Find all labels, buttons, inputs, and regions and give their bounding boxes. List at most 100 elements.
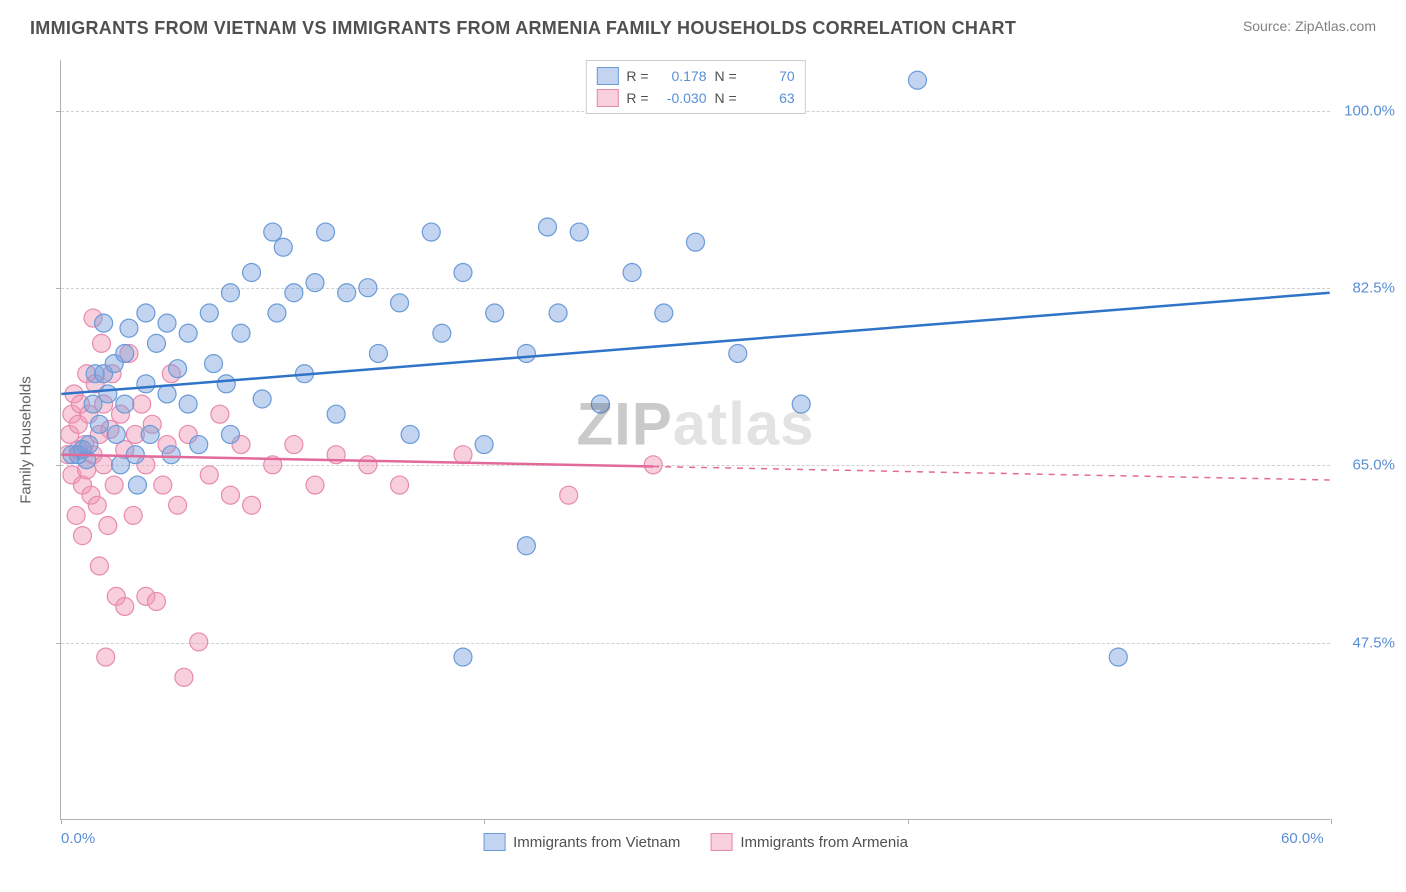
y-tick-label: 65.0% [1352, 457, 1395, 474]
data-point [137, 375, 155, 393]
x-tick [484, 819, 485, 824]
data-point [73, 527, 91, 545]
data-point [99, 517, 117, 535]
data-point [169, 360, 187, 378]
series-legend: Immigrants from Vietnam Immigrants from … [483, 833, 908, 851]
data-point [179, 395, 197, 413]
data-point [88, 496, 106, 514]
swatch-vietnam [596, 67, 618, 85]
data-point [268, 304, 286, 322]
data-point [306, 274, 324, 292]
data-point [221, 284, 239, 302]
data-point [644, 456, 662, 474]
data-point [200, 304, 218, 322]
data-point [124, 506, 142, 524]
x-tick-label: 60.0% [1281, 830, 1324, 847]
legend-item-armenia: Immigrants from Armenia [710, 833, 908, 851]
x-tick [908, 819, 909, 824]
data-point [285, 284, 303, 302]
data-point [274, 238, 292, 256]
data-point [154, 476, 172, 494]
data-point [190, 633, 208, 651]
data-point [908, 71, 926, 89]
data-point [369, 344, 387, 362]
data-point [359, 456, 377, 474]
data-point [137, 304, 155, 322]
data-point [264, 223, 282, 241]
data-point [391, 294, 409, 312]
data-point [158, 314, 176, 332]
data-point [433, 324, 451, 342]
data-point [133, 395, 151, 413]
data-point [454, 446, 472, 464]
data-point [560, 486, 578, 504]
data-point [179, 324, 197, 342]
data-point [80, 436, 98, 454]
data-point [141, 425, 159, 443]
x-tick [61, 819, 62, 824]
swatch-armenia-icon [710, 833, 732, 851]
x-tick-label: 0.0% [61, 830, 95, 847]
data-point [116, 395, 134, 413]
data-point [158, 385, 176, 403]
data-point [539, 218, 557, 236]
data-point [486, 304, 504, 322]
data-point [1109, 648, 1127, 666]
y-tick-label: 82.5% [1352, 280, 1395, 297]
swatch-armenia [596, 89, 618, 107]
data-point [729, 344, 747, 362]
data-point [116, 597, 134, 615]
data-point [105, 476, 123, 494]
data-point [285, 436, 303, 454]
data-point [95, 314, 113, 332]
data-point [243, 496, 261, 514]
data-point [95, 456, 113, 474]
data-point [359, 279, 377, 297]
y-tick-label: 47.5% [1352, 634, 1395, 651]
data-point [570, 223, 588, 241]
trend-line [61, 293, 1329, 394]
data-point [162, 446, 180, 464]
swatch-vietnam-icon [483, 833, 505, 851]
data-point [454, 648, 472, 666]
data-point [190, 436, 208, 454]
data-point [422, 223, 440, 241]
data-point [232, 324, 250, 342]
data-point [67, 506, 85, 524]
data-point [687, 233, 705, 251]
data-point [517, 537, 535, 555]
data-point [549, 304, 567, 322]
data-point [205, 355, 223, 373]
data-point [126, 446, 144, 464]
data-point [147, 592, 165, 610]
data-point [338, 284, 356, 302]
data-point [200, 466, 218, 484]
data-point [93, 334, 111, 352]
x-tick [1331, 819, 1332, 824]
data-point [107, 425, 125, 443]
source-label: Source: ZipAtlas.com [1243, 18, 1376, 34]
y-tick-label: 100.0% [1344, 102, 1395, 119]
data-point [169, 496, 187, 514]
data-point [128, 476, 146, 494]
chart-title: IMMIGRANTS FROM VIETNAM VS IMMIGRANTS FR… [30, 18, 1016, 39]
data-point [120, 319, 138, 337]
data-point [454, 264, 472, 282]
data-point [211, 405, 229, 423]
data-point [401, 425, 419, 443]
data-point [306, 476, 324, 494]
data-point [90, 557, 108, 575]
data-point [99, 385, 117, 403]
legend-item-vietnam: Immigrants from Vietnam [483, 833, 680, 851]
data-point [243, 264, 261, 282]
data-point [253, 390, 271, 408]
data-point [90, 415, 108, 433]
data-point [175, 668, 193, 686]
data-point [655, 304, 673, 322]
data-point [475, 436, 493, 454]
legend-row-vietnam: R = 0.178 N = 70 [596, 65, 794, 87]
data-point [147, 334, 165, 352]
data-point [327, 405, 345, 423]
data-point [217, 375, 235, 393]
legend-row-armenia: R = -0.030 N = 63 [596, 87, 794, 109]
